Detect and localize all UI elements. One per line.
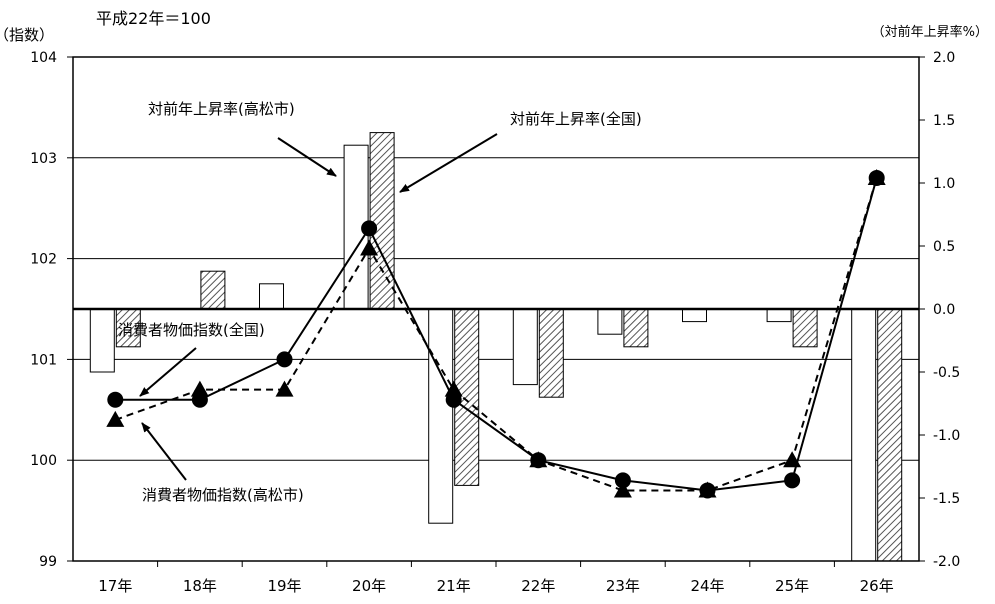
bar-national-rate [369,132,395,310]
x-tick-label: 22年 [521,577,555,595]
marker-triangle [190,380,209,397]
bar-takamatsu-rate [597,308,623,335]
bar-national-rate [792,308,818,348]
bar-national-rate [200,270,226,310]
y-left-tick-label: 99 [39,554,57,570]
y-right-tick-label: -1.0 [933,428,960,444]
x-tick-label: 19年 [267,577,301,595]
bar-national-rate [877,308,903,562]
bar-national-rate [538,308,564,398]
annotation: 対前年上昇率(高松市) [148,100,337,177]
x-tick-label: 25年 [775,577,809,595]
marker-circle [361,220,378,237]
bar-national-rate [115,308,141,348]
x-tick-label: 17年 [98,577,132,595]
marker-circle [530,452,547,469]
line-national-index [115,177,878,492]
grid-lines [73,157,919,461]
y-right-tick-label: 0.0 [933,302,955,318]
y-left-axis-label: （指数） [0,26,54,44]
x-tick-label: 24年 [690,577,724,595]
x-tick-label: 26年 [860,577,894,595]
marker-circle [191,391,208,408]
bar-takamatsu-rate [851,308,877,562]
marker-triangle [444,380,463,397]
annotations: 対前年上昇率(高松市) 対前年上昇率(全国) 消費者物価指数(全国) 消費者物価指数(… [118,100,642,504]
marker-circle [276,351,293,368]
x-tick-label: 23年 [606,577,640,595]
y-left-tick-label: 100 [30,453,57,469]
y-right-tick-label: -0.5 [933,365,960,381]
marker-circle [614,472,631,489]
y-right-tick-label: -2.0 [933,554,960,570]
markers [106,168,886,499]
y-right-tick-label: 0.5 [933,239,955,255]
marker-circle [107,391,124,408]
y-left-tick-label: 102 [30,252,57,268]
annotation-label: 対前年上昇率(全国) [510,110,642,128]
x-tick-label: 20年 [352,577,386,595]
y-right-tick-label: 1.0 [933,176,955,192]
y-left-tick-label: 103 [30,151,57,167]
bar-takamatsu-rate [428,308,454,524]
bar-takamatsu-rate [766,308,792,323]
annotation-arrow [141,422,187,481]
annotation: 消費者物価指数(高松市) [141,422,304,504]
lines [114,177,878,492]
marker-triangle [360,239,379,256]
bar-national-rate [623,308,649,348]
bar-takamatsu-rate [682,308,707,323]
y-right-axis-label: （対前年上昇率%） [872,24,988,40]
line-takamatsu-index [114,177,878,492]
x-tick-label: 21年 [437,577,471,595]
y-right-tick-label: 1.5 [933,113,955,129]
annotation-label: 消費者物価指数(高松市) [142,486,304,504]
annotation-arrow [139,347,197,397]
annotation-arrow [399,133,498,193]
marker-triangle [106,410,125,427]
y-left-tick-label: 101 [30,352,57,368]
y-right-tick-label: -1.5 [933,491,960,507]
annotation: 対前年上昇率(全国) [399,110,642,193]
x-tick-label: 18年 [183,577,217,595]
y-left-tick-label: 104 [30,50,57,66]
marker-circle [868,169,885,186]
bar-takamatsu-rate [89,308,115,373]
marker-triangle [275,380,294,397]
marker-triangle [613,481,632,498]
marker-circle [784,472,801,489]
marker-circle [445,391,462,408]
annotation-arrow [277,137,337,177]
marker-circle [699,482,716,499]
y-right-tick-label: 2.0 [933,50,955,66]
marker-triangle [783,451,802,468]
bar-takamatsu-rate [259,283,284,310]
bar-takamatsu-rate [512,308,538,386]
annotation-label: 対前年上昇率(高松市) [148,100,295,118]
axes: 104 103 102 101 100 99 2.0 1.5 1.0 0.5 0.0 -0.5 -1.0… [30,50,960,595]
subtitle: 平成22年＝100 [96,9,211,28]
annotation-label: 消費者物価指数(全国) [118,321,265,339]
annotation: 消費者物価指数(全国) [118,321,265,397]
